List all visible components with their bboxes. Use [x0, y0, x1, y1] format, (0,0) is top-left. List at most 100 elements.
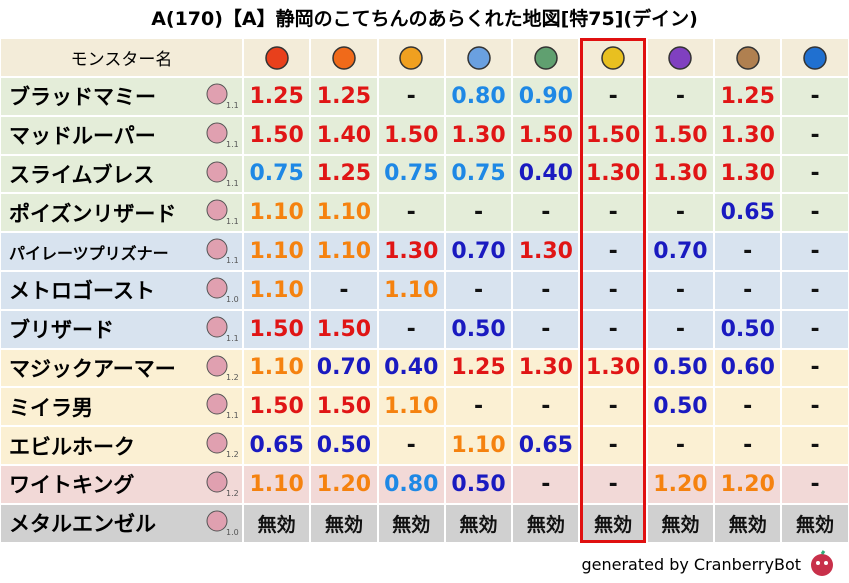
value-cell: - [512, 309, 580, 349]
value-cell: 1.10 [243, 348, 311, 388]
monster-name: マッドルーパー [0, 115, 243, 155]
value-cell: 1.30 [579, 154, 647, 194]
value-cell: 1.50 [579, 115, 647, 155]
value-cell: 0.50 [646, 387, 715, 427]
monster-name: マジックアーマー [0, 348, 243, 388]
monster-icon [205, 392, 229, 420]
value-cell: 1.30 [714, 115, 782, 155]
value-cell: 1.30 [512, 348, 580, 388]
value-cell: - [781, 154, 849, 194]
value-cell: 1.10 [243, 271, 311, 310]
value-cell: 無効 [243, 503, 311, 543]
value-cell: - [377, 309, 445, 349]
monster-icon [205, 315, 229, 343]
value-cell: - [377, 426, 445, 465]
value-cell: - [444, 271, 513, 310]
value-cell: 1.40 [310, 115, 378, 155]
value-cell: 0.75 [243, 154, 311, 194]
value-cell: - [512, 193, 580, 233]
element-icon [714, 38, 782, 77]
value-cell: 無効 [714, 503, 782, 543]
monster-icon [205, 198, 229, 226]
value-cell: - [310, 271, 378, 310]
value-cell: - [714, 232, 782, 271]
value-cell: 1.50 [512, 115, 580, 155]
value-cell: - [579, 426, 647, 465]
value-cell: 1.30 [714, 154, 782, 194]
value-cell: 0.80 [444, 77, 513, 116]
value-cell: 1.50 [310, 387, 378, 427]
value-cell: 1.50 [243, 387, 311, 427]
monster-icon [205, 276, 229, 304]
element-icon [646, 38, 715, 77]
value-cell: 1.50 [646, 115, 715, 155]
value-cell: - [714, 271, 782, 310]
value-cell: - [579, 309, 647, 349]
monster-icon [205, 509, 229, 537]
value-cell: 0.70 [310, 348, 378, 388]
value-cell: 1.10 [243, 232, 311, 271]
value-cell: 0.50 [646, 348, 715, 388]
monster-icon [205, 470, 229, 498]
icon [206, 432, 228, 454]
element-icon [781, 38, 849, 77]
value-cell: - [579, 465, 647, 504]
value-cell: - [781, 271, 849, 310]
value-cell: - [579, 387, 647, 427]
value-cell: 無効 [646, 503, 715, 543]
value-cell: - [781, 465, 849, 504]
value-cell: 1.30 [646, 154, 715, 194]
monster-icon [205, 431, 229, 459]
value-cell: - [512, 387, 580, 427]
value-cell: 1.25 [310, 154, 378, 194]
title: A(170)【A】静岡のこてちんのあらくれた地図[特75](デイン) [151, 8, 698, 30]
value-cell: 無効 [579, 503, 647, 543]
monster-name: メタルエンゼル [0, 503, 243, 543]
value-cell: 1.25 [444, 348, 513, 388]
value-cell: 0.65 [714, 193, 782, 233]
value-cell: - [512, 271, 580, 310]
value-cell: 無効 [781, 503, 849, 543]
value-cell: - [781, 77, 849, 116]
value-cell: 0.75 [444, 154, 513, 194]
value-cell: - [512, 465, 580, 504]
value-cell: - [781, 426, 849, 465]
value-cell: - [646, 77, 715, 116]
monster-name: メトロゴースト [0, 271, 243, 310]
value-cell: 1.10 [243, 193, 311, 233]
icon [668, 45, 693, 70]
monster-icon [205, 237, 229, 265]
value-cell: 0.70 [646, 232, 715, 271]
value-cell: 1.50 [243, 115, 311, 155]
icon [206, 83, 228, 105]
value-cell: - [781, 232, 849, 271]
level: 1.0 [226, 295, 239, 304]
value-cell: 無効 [310, 503, 378, 543]
value-cell: - [781, 387, 849, 427]
value-cell: - [781, 348, 849, 388]
value-cell: 0.60 [714, 348, 782, 388]
icon [206, 277, 228, 299]
value-cell: 0.65 [243, 426, 311, 465]
level: 1.1 [226, 411, 239, 421]
value-cell: 0.40 [512, 154, 580, 194]
value-cell: 1.25 [714, 77, 782, 116]
value-cell: 1.10 [243, 465, 311, 504]
value-cell: - [579, 77, 647, 116]
value-cell: - [444, 193, 513, 233]
value-cell: - [377, 77, 445, 116]
icon [206, 122, 228, 144]
element-icon [243, 38, 311, 77]
level: 1.1 [226, 178, 239, 188]
monster-name: ワイトキング [0, 465, 243, 504]
icon [399, 45, 423, 70]
value-cell: 0.50 [444, 309, 513, 349]
monster-name: パイレーツプリズナー [0, 232, 243, 271]
monster-icon [205, 82, 229, 110]
value-cell: 1.50 [377, 115, 445, 155]
element-icon [512, 38, 580, 77]
value-cell: 1.25 [310, 77, 378, 116]
value-cell: - [781, 193, 849, 233]
monster-icon [205, 354, 229, 382]
value-cell: - [646, 271, 715, 310]
